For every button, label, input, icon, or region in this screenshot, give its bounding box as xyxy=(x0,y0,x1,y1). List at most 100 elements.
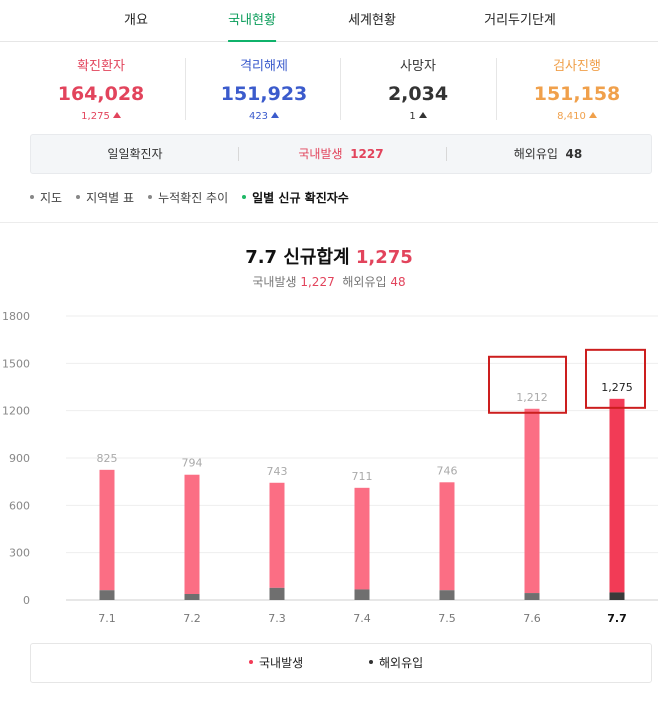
view-options: 지도 지역별 표 누적확진 추이 일별 신규 확진자수 xyxy=(30,188,349,208)
daily-confirmed-label: 일일확진자 xyxy=(107,147,163,161)
stat-confirmed: 확진환자 164,028 1,275 xyxy=(26,58,176,124)
arrow-up-icon xyxy=(588,112,597,118)
stat-confirmed-value: 164,028 xyxy=(57,83,145,105)
stat-divider xyxy=(496,58,497,120)
tab-distancing-level[interactable]: 거리두기단계 xyxy=(484,13,556,28)
overseas-inflow-label: 해외유입 xyxy=(513,147,558,161)
stat-released-value: 151,923 xyxy=(220,83,308,105)
chart-title-value: 1,275 xyxy=(355,247,413,268)
top-tab-bar: 개요 국내현황 세계현황 거리두기단계 xyxy=(0,0,658,42)
view-option-label: 일별 신규 확진자수 xyxy=(252,191,349,205)
stat-deaths: 사망자 2,034 1 xyxy=(343,58,493,124)
bar-total-label: 1,212 xyxy=(516,391,548,404)
domestic-occurrence: 국내발생 1227 xyxy=(298,135,383,173)
bar-domestic xyxy=(439,482,455,591)
chart-subtitle-domestic-label: 국내발생 xyxy=(252,275,297,289)
x-tick-label: 7.7 xyxy=(607,612,627,625)
bar-overseas xyxy=(524,593,540,600)
bar-total-label: 1,275 xyxy=(601,381,633,394)
tab-domestic-status[interactable]: 국내현황 xyxy=(228,0,276,42)
legend-dot-icon xyxy=(369,660,373,664)
bar-overseas xyxy=(184,594,200,600)
bullet-icon xyxy=(76,195,81,199)
chart-subtitle-overseas-label: 해외유입 xyxy=(342,275,387,289)
bar-domestic xyxy=(354,487,370,590)
chart-subtitle: 국내발생 1,227 해외유입 48 xyxy=(0,273,658,290)
chart-subtitle-overseas-value: 48 xyxy=(390,275,406,289)
chart-title: 7.7 신규합계 1,275 xyxy=(0,243,658,269)
stat-confirmed-label: 확진환자 xyxy=(77,59,125,74)
domestic-occurrence-value: 1227 xyxy=(350,147,384,161)
x-tick-label: 7.4 xyxy=(353,612,371,625)
stat-testing-label: 검사진행 xyxy=(553,59,601,74)
stat-released-label: 격리해제 xyxy=(240,59,288,74)
bar-domestic xyxy=(184,474,200,595)
y-tick-label: 600 xyxy=(9,499,30,512)
bar-total-label: 825 xyxy=(97,452,118,465)
stat-testing: 검사진행 151,158 8,410 xyxy=(502,58,652,124)
legend-item-domestic[interactable]: 국내발생 xyxy=(249,644,303,682)
tab-world-status[interactable]: 세계현황 xyxy=(348,13,396,28)
view-option-map[interactable]: 지도 xyxy=(30,188,62,208)
bullet-icon xyxy=(30,195,34,199)
legend-item-overseas[interactable]: 해외유입 xyxy=(369,644,423,682)
stat-divider xyxy=(340,58,341,120)
stat-released-change: 423 xyxy=(189,110,339,124)
bar-domestic xyxy=(269,482,285,588)
daily-new-cases-chart: 0 300 600 900 1200 1500 1800 825 7.1 794 7.2 743 7.3… xyxy=(2,310,658,625)
y-tick-label: 1800 xyxy=(2,310,30,323)
view-option-region-table[interactable]: 지역별 표 xyxy=(76,188,134,208)
bar-total-label: 743 xyxy=(267,465,288,478)
stat-deaths-label: 사망자 xyxy=(400,59,436,74)
y-tick-label: 0 xyxy=(23,594,30,607)
view-option-label: 누적확진 추이 xyxy=(158,191,229,205)
view-option-cumulative-trend[interactable]: 누적확진 추이 xyxy=(148,188,228,208)
y-tick-label: 900 xyxy=(9,452,30,465)
highlight-box xyxy=(488,355,567,414)
stat-released-change-value: 423 xyxy=(248,111,269,122)
highlight-box xyxy=(585,348,646,409)
bar-total-label: 794 xyxy=(182,457,203,470)
bar-domestic xyxy=(609,398,625,593)
legend-label: 해외유입 xyxy=(379,656,424,670)
bar-overseas xyxy=(354,589,370,600)
stat-testing-value: 151,158 xyxy=(533,83,621,105)
bar-overseas xyxy=(609,592,625,600)
stat-confirmed-change-value: 1,275 xyxy=(81,111,110,122)
arrow-up-icon xyxy=(112,112,121,118)
bar-domestic xyxy=(99,469,115,591)
bar-overseas xyxy=(439,590,455,600)
y-tick-label: 1200 xyxy=(2,405,30,418)
view-option-label: 지역별 표 xyxy=(86,191,135,205)
chart-subtitle-domestic-value: 1,227 xyxy=(300,275,335,289)
x-tick-label: 7.6 xyxy=(523,612,541,625)
stat-deaths-value: 2,034 xyxy=(387,83,449,105)
domestic-occurrence-label: 국내발생 xyxy=(298,147,343,161)
stat-testing-change-value: 8,410 xyxy=(557,111,586,122)
bar-overseas xyxy=(269,587,285,600)
view-option-label: 지도 xyxy=(40,191,63,205)
stat-deaths-change: 1 xyxy=(343,110,493,124)
y-tick-label: 1500 xyxy=(2,357,30,370)
bar-domestic xyxy=(524,408,540,594)
overseas-inflow-value: 48 xyxy=(565,147,583,161)
stat-deaths-change-value: 1 xyxy=(409,111,416,122)
stat-confirmed-change: 1,275 xyxy=(26,110,176,124)
bullet-icon xyxy=(242,195,247,199)
chart-panel xyxy=(0,222,658,710)
view-option-daily-new[interactable]: 일별 신규 확진자수 xyxy=(242,188,349,208)
x-tick-label: 7.1 xyxy=(98,612,116,625)
stat-released: 격리해제 151,923 423 xyxy=(189,58,339,124)
overseas-inflow: 해외유입 48 xyxy=(514,135,583,173)
chart-legend: 국내발생 해외유입 xyxy=(30,643,652,683)
x-tick-label: 7.2 xyxy=(183,612,201,625)
bar-total-label: 746 xyxy=(437,464,458,477)
bullet-icon xyxy=(148,195,153,199)
subbar-divider xyxy=(238,147,239,161)
tab-overview[interactable]: 개요 xyxy=(124,13,148,28)
bar-overseas xyxy=(99,590,115,600)
x-tick-label: 7.5 xyxy=(438,612,456,625)
arrow-up-icon xyxy=(418,112,427,118)
daily-confirmed-bar: 일일확진자 국내발생 1227 해외유입 48 xyxy=(30,134,652,174)
x-tick-label: 7.3 xyxy=(268,612,286,625)
